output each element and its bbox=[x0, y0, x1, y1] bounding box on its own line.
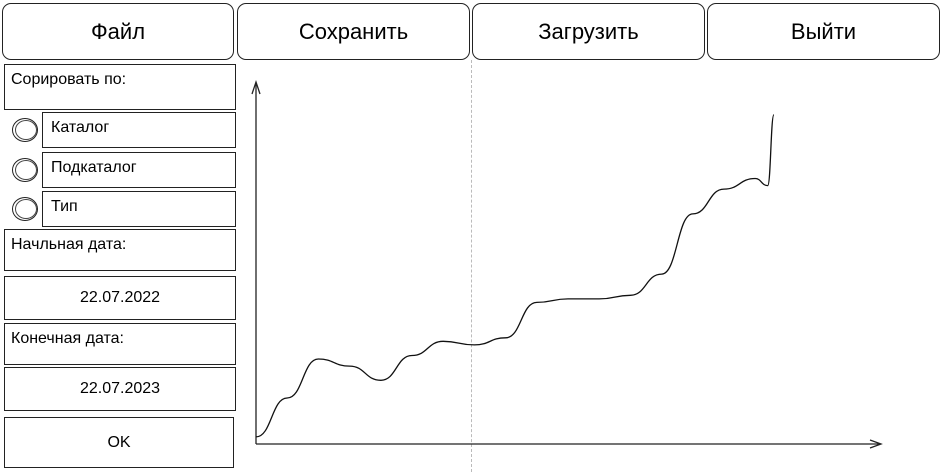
x-axis-arrow bbox=[869, 439, 883, 449]
radio-button[interactable] bbox=[12, 158, 38, 182]
load-button[interactable]: Загрузить bbox=[472, 3, 705, 60]
exit-button[interactable]: Выйти bbox=[707, 3, 940, 60]
sort-option-label: Подкаталог bbox=[42, 152, 236, 188]
panel-divider bbox=[471, 60, 472, 472]
sort-by-label: Сорировать по: bbox=[4, 64, 236, 110]
start-date-label: Начльная дата: bbox=[4, 229, 236, 271]
end-date-field[interactable]: 22.07.2023 bbox=[4, 367, 236, 411]
end-date-label: Конечная дата: bbox=[4, 323, 236, 365]
save-button[interactable]: Сохранить bbox=[237, 3, 470, 60]
radio-button[interactable] bbox=[12, 197, 38, 221]
sort-option-label: Каталог bbox=[42, 112, 236, 148]
y-axis-arrow bbox=[251, 79, 261, 95]
start-date-field[interactable]: 22.07.2022 bbox=[4, 276, 236, 320]
sort-option-type[interactable]: Тип bbox=[8, 191, 236, 227]
ok-button[interactable]: OK bbox=[4, 417, 234, 468]
sort-option-catalog[interactable]: Каталог bbox=[8, 112, 236, 148]
sort-option-label: Тип bbox=[42, 191, 236, 227]
file-menu-button[interactable]: Файл bbox=[2, 3, 234, 60]
chart-axes bbox=[251, 79, 883, 449]
radio-button[interactable] bbox=[12, 118, 38, 142]
series-line bbox=[255, 114, 775, 438]
sort-option-subcatalog[interactable]: Подкаталог bbox=[8, 152, 236, 188]
